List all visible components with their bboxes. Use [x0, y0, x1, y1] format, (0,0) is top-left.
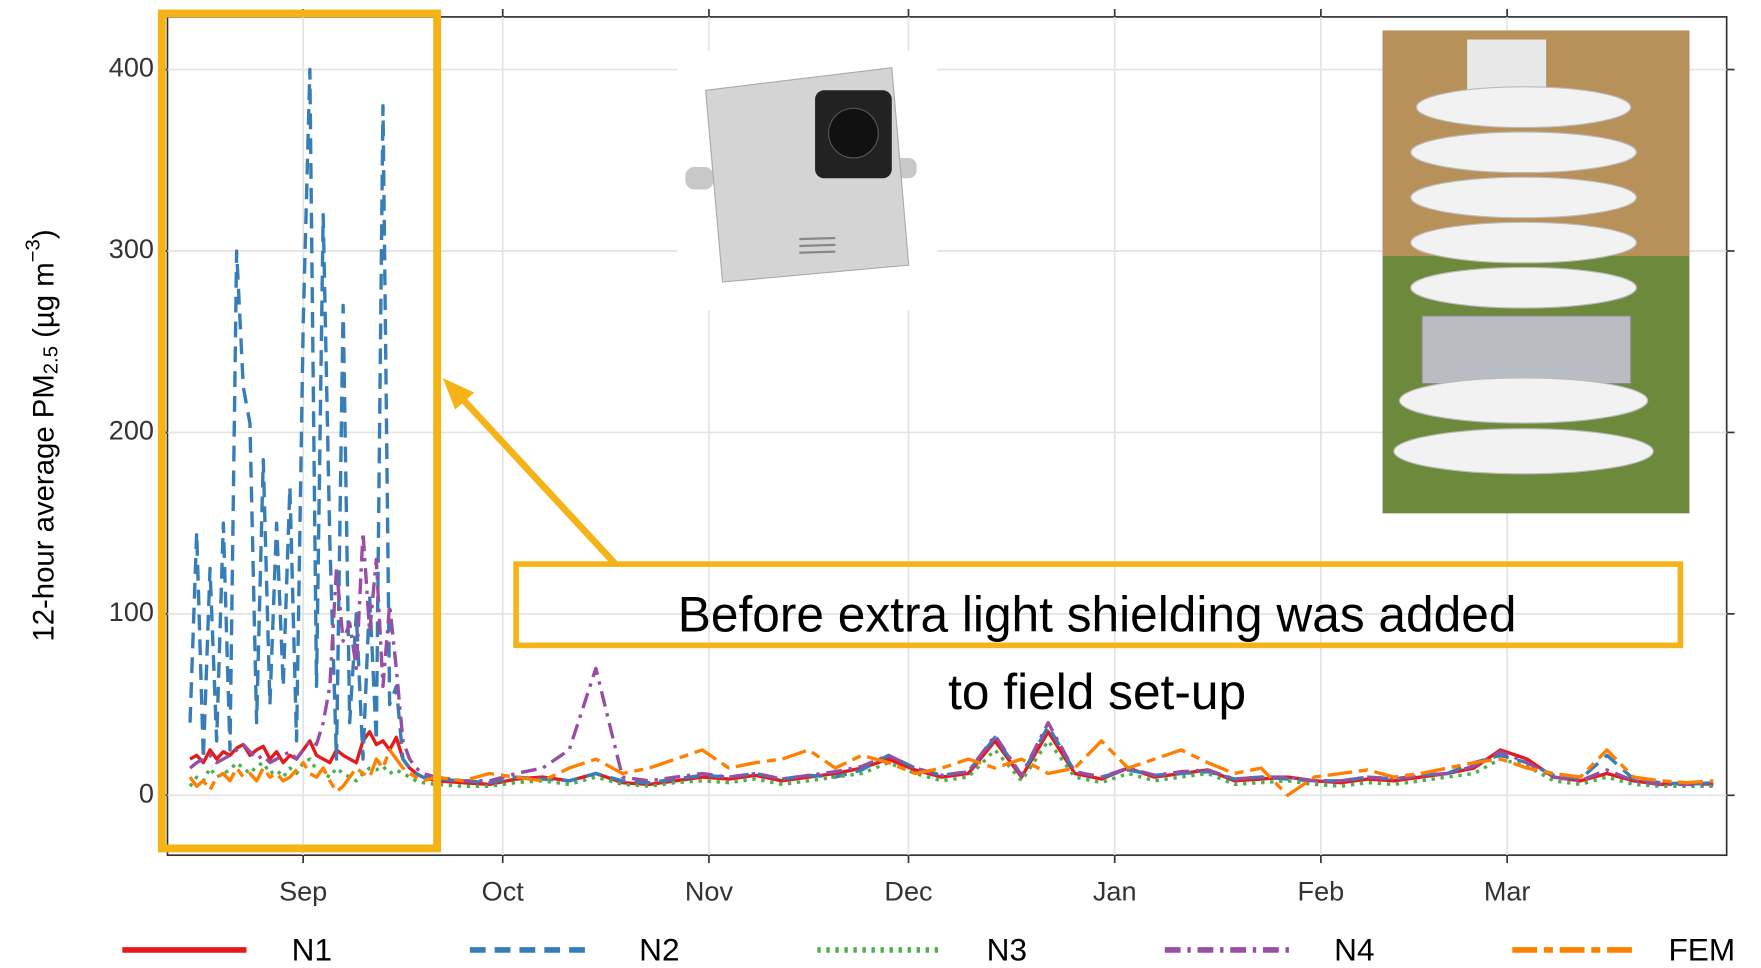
y-axis-label: 12-hour average PM2.5 (µg m−3) [23, 229, 63, 641]
legend: N1 N2 N3 N4 FEM [122, 932, 1735, 968]
x-tick-label: Jan [1093, 876, 1137, 907]
legend-label: N1 [292, 932, 332, 968]
y-label-text: 12-hour average PM [27, 374, 60, 641]
legend-label: N4 [1334, 932, 1374, 968]
annotation-box [513, 561, 1684, 649]
x-tick-label: Sep [279, 876, 327, 907]
arrow-head [442, 377, 475, 410]
legend-label: N2 [639, 932, 679, 968]
y-tick-label: 100 [109, 596, 154, 627]
arrow [458, 394, 618, 567]
annotation-line: Before extra light shielding was added [678, 586, 1517, 642]
series-line [188, 530, 1714, 787]
x-tick-label: Nov [685, 876, 734, 907]
y-label-sub: 2.5 [41, 346, 63, 374]
y-tick-label: 0 [139, 777, 154, 808]
series-line [188, 67, 1714, 787]
x-tick-label: Dec [884, 876, 932, 907]
y-tick-label: 200 [109, 415, 154, 446]
y-label-unit: (µg m [27, 262, 60, 346]
x-tick-label: Mar [1484, 876, 1531, 907]
series-lines [188, 67, 1714, 797]
x-tick-label: Feb [1298, 876, 1345, 907]
legend-label: FEM [1668, 932, 1735, 968]
y-label-close: ) [27, 229, 60, 239]
annotation-line: to field set-up [948, 664, 1246, 720]
y-tick-label: 400 [109, 52, 154, 83]
series-line [188, 739, 1714, 797]
y-tick-label: 300 [109, 233, 154, 264]
sensor-photo [677, 50, 937, 311]
y-label-sup: −3 [23, 239, 45, 262]
x-tick-label: Oct [482, 876, 525, 907]
shield-photo [1382, 30, 1690, 514]
legend-label: N3 [987, 932, 1027, 968]
highlight-box [157, 9, 442, 853]
